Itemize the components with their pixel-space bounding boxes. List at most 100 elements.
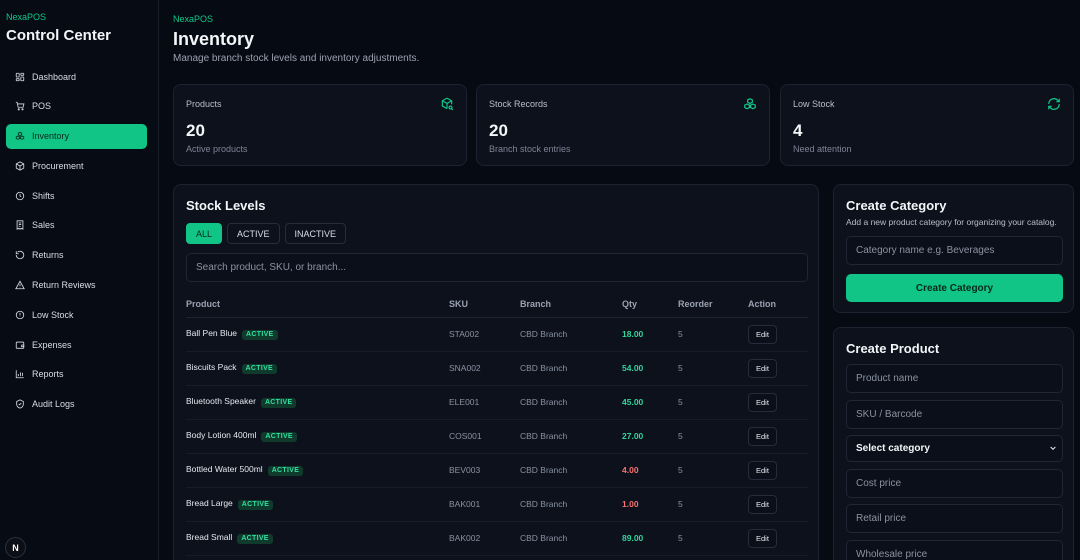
stat-value: 20 — [186, 121, 205, 140]
product-cell: Bluetooth Speaker ACTIVE — [186, 385, 449, 420]
sku-cell: STA002 — [449, 317, 520, 352]
stat-label: Low Stock — [793, 99, 835, 109]
product-name: Body Lotion 400ml — [186, 430, 257, 441]
avatar[interactable]: N — [5, 537, 26, 558]
sidebar-item-low-stock[interactable]: Low Stock — [6, 302, 147, 327]
qty-cell: 45.00 — [622, 385, 678, 420]
page-subtitle: Manage branch stock levels and inventory… — [173, 53, 420, 64]
reorder-cell: 5 — [678, 453, 748, 488]
category-select[interactable]: Select category — [846, 435, 1063, 462]
boxes-icon — [744, 98, 756, 110]
sidebar-item-label: Low Stock — [32, 309, 74, 320]
product-name: Biscuits Pack — [186, 362, 237, 373]
create-category-panel: Create Category Add a new product catego… — [833, 184, 1074, 313]
stock-levels-panel: Stock Levels ALL ACTIVE INACTIVE Product… — [173, 184, 819, 560]
stat-value: 20 — [489, 121, 508, 140]
stock-table: Product SKU Branch Qty Reorder Action Ba… — [186, 291, 808, 556]
sidebar-item-pos[interactable]: POS — [6, 94, 147, 119]
sidebar-item-return-reviews[interactable]: Return Reviews — [6, 273, 147, 298]
breadcrumb: NexaPOS — [173, 14, 214, 24]
package-icon — [15, 161, 25, 171]
brand-title: Control Center — [6, 27, 111, 44]
column-header-sku: SKU — [449, 291, 520, 318]
sidebar-item-shifts[interactable]: Shifts — [6, 183, 147, 208]
table-row: Bottled Water 500ml ACTIVE BEV003 CBD Branc… — [186, 453, 808, 488]
stat-subtext: Need attention — [793, 144, 852, 154]
column-header-qty: Qty — [622, 291, 678, 318]
clock-icon — [15, 191, 25, 200]
cost-price-input[interactable] — [846, 469, 1063, 498]
reorder-cell: 5 — [678, 487, 748, 522]
edit-button[interactable]: Edit — [748, 460, 777, 480]
qty-cell: 1.00 — [622, 487, 678, 522]
filter-inactive-button[interactable]: INACTIVE — [284, 223, 347, 244]
column-header-action: Action — [748, 291, 808, 318]
sidebar-item-sales[interactable]: Sales — [6, 213, 147, 238]
column-header-product: Product — [186, 291, 449, 318]
product-name: Bread Large — [186, 498, 233, 509]
branch-cell: CBD Branch — [520, 453, 622, 488]
sidebar-item-returns[interactable]: Returns — [6, 243, 147, 268]
product-name: Bottled Water 500ml — [186, 464, 263, 475]
sidebar-item-procurement[interactable]: Procurement — [6, 153, 147, 178]
sku-cell: COS001 — [449, 419, 520, 454]
create-category-title: Create Category — [846, 198, 947, 213]
sidebar-item-label: POS — [32, 101, 52, 112]
sku-cell: ELE001 — [449, 385, 520, 420]
sidebar-item-label: Inventory — [32, 131, 70, 142]
sidebar-item-label: Expenses — [32, 339, 72, 350]
category-name-input[interactable] — [846, 236, 1063, 265]
create-product-panel: Create Product Select category — [833, 327, 1074, 560]
sidebar-item-label: Procurement — [32, 160, 84, 171]
boxes-icon — [15, 131, 25, 140]
edit-button[interactable]: Edit — [748, 392, 777, 412]
product-name-input[interactable] — [846, 364, 1063, 393]
sidebar-nav: Dashboard POS Inventory Procurement Shif… — [6, 64, 147, 422]
edit-button[interactable]: Edit — [748, 528, 777, 548]
column-header-reorder: Reorder — [678, 291, 748, 318]
product-cell: Bread Small ACTIVE — [186, 521, 449, 556]
refresh-icon — [1048, 98, 1060, 110]
sidebar-item-audit-logs[interactable]: Audit Logs — [6, 392, 147, 417]
status-badge: ACTIVE — [261, 431, 297, 442]
dashboard-icon — [15, 72, 25, 81]
sku-barcode-input[interactable] — [846, 400, 1063, 429]
stat-label: Products — [186, 99, 222, 109]
qty-cell: 54.00 — [622, 351, 678, 386]
create-category-button[interactable]: Create Category — [846, 274, 1063, 302]
sidebar-item-label: Return Reviews — [32, 280, 96, 291]
sidebar-item-reports[interactable]: Reports — [6, 362, 147, 387]
sidebar-item-expenses[interactable]: Expenses — [6, 332, 147, 357]
retail-price-input[interactable] — [846, 504, 1063, 533]
qty-cell: 18.00 — [622, 317, 678, 352]
branch-cell: CBD Branch — [520, 521, 622, 556]
branch-cell: CBD Branch — [520, 419, 622, 454]
edit-button[interactable]: Edit — [748, 358, 777, 378]
qty-cell: 89.00 — [622, 521, 678, 556]
product-name: Bread Small — [186, 532, 233, 543]
shield-icon — [16, 399, 24, 409]
status-badge: ACTIVE — [267, 465, 304, 476]
wholesale-price-input[interactable] — [846, 540, 1063, 560]
branch-cell: CBD Branch — [520, 487, 622, 522]
sku-cell: BEV003 — [449, 453, 520, 488]
table-row: Biscuits Pack ACTIVE SNA002 CBD Branch 54.00… — [186, 351, 808, 386]
product-cell: Bread Large ACTIVE — [186, 487, 449, 522]
sidebar-item-inventory[interactable]: Inventory — [6, 123, 147, 149]
stock-search-input[interactable] — [186, 253, 808, 282]
category-select-wrapper: Select category — [846, 435, 1063, 462]
edit-button[interactable]: Edit — [748, 494, 777, 514]
sku-cell: SNA002 — [449, 351, 520, 386]
edit-button[interactable]: Edit — [748, 426, 777, 446]
table-row: Bread Large ACTIVE BAK001 CBD Branch 1.00 5 Ed… — [186, 487, 808, 522]
action-cell: Edit — [748, 317, 808, 352]
filter-all-button[interactable]: ALL — [186, 223, 223, 244]
brand-name: NexaPOS — [6, 12, 47, 22]
sidebar-item-dashboard[interactable]: Dashboard — [6, 64, 147, 89]
create-product-title: Create Product — [846, 341, 940, 356]
stat-card-products: Products 20 Active products — [173, 84, 467, 166]
edit-button[interactable]: Edit — [748, 324, 777, 344]
action-cell: Edit — [748, 419, 808, 454]
filter-active-button[interactable]: ACTIVE — [227, 223, 280, 244]
status-badge: ACTIVE — [242, 329, 278, 340]
